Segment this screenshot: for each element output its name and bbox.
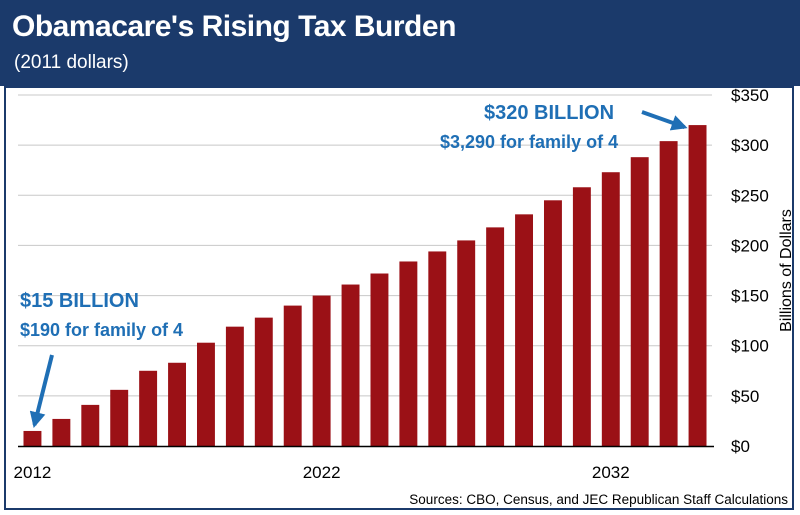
bar	[630, 157, 649, 447]
x-tick-label: 2012	[14, 463, 52, 482]
bar	[23, 430, 42, 446]
bar	[543, 200, 562, 446]
bar	[312, 295, 331, 446]
y-tick-label: $250	[731, 186, 769, 205]
y-tick-label: $0	[731, 437, 750, 456]
bar	[399, 261, 418, 446]
bar	[572, 187, 591, 446]
end-annotation-detail: $3,290 for family of 4	[440, 132, 618, 152]
y-tick-label: $200	[731, 236, 769, 255]
bar	[457, 240, 476, 446]
bar	[196, 342, 215, 446]
bar	[139, 370, 158, 446]
bar	[110, 389, 129, 446]
x-tick-label: 2022	[303, 463, 341, 482]
end-annotation-arrow	[641, 110, 688, 131]
bar	[428, 251, 447, 446]
bar	[601, 172, 620, 446]
y-tick-label: $100	[731, 337, 769, 356]
bar	[254, 317, 273, 446]
bar	[515, 214, 534, 446]
source-note: Sources: CBO, Census, and JEC Republican…	[409, 492, 788, 507]
x-tick-label: 2032	[592, 463, 630, 482]
start-annotation-arrow	[29, 354, 54, 429]
bar	[659, 141, 678, 447]
end-annotation-headline: $320 BILLION	[484, 102, 614, 124]
bar	[370, 273, 389, 446]
bar	[283, 305, 302, 446]
bar	[225, 326, 244, 446]
bar	[52, 418, 71, 446]
y-tick-label: $150	[731, 287, 769, 306]
start-annotation-headline: $15 BILLION	[20, 290, 139, 312]
page-subtitle: (2011 dollars)	[14, 52, 129, 73]
bar	[688, 125, 707, 446]
bar	[168, 362, 187, 446]
page-title: Obamacare's Rising Tax Burden	[12, 10, 456, 43]
bar	[81, 404, 100, 446]
y-tick-label: $300	[731, 136, 769, 155]
start-annotation-detail: $190 for family of 4	[20, 320, 183, 340]
y-tick-label: $50	[731, 387, 759, 406]
bar	[341, 284, 360, 446]
y-tick-label: $350	[731, 86, 769, 105]
y-axis-title: Billions of Dollars	[778, 209, 795, 332]
header: Obamacare's Rising Tax Burden (2011 doll…	[0, 0, 800, 86]
bar	[486, 227, 505, 446]
